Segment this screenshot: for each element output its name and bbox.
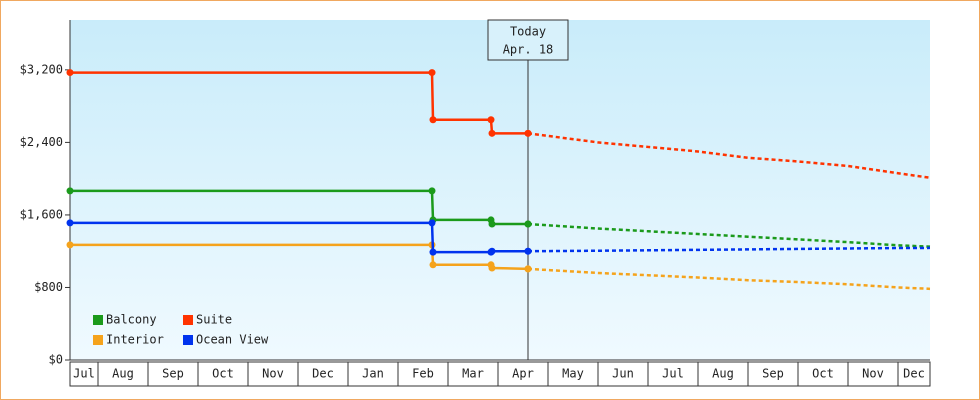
x-tick-label: Jan — [362, 367, 384, 381]
x-tick-label: May — [562, 367, 584, 381]
point — [524, 220, 532, 228]
x-tick-label: Jul — [73, 367, 95, 381]
today-label: Today — [510, 25, 546, 39]
x-tick-label: Mar — [462, 367, 484, 381]
y-tick-label: $3,200 — [20, 62, 63, 76]
month-box — [697, 361, 749, 387]
point — [428, 219, 436, 227]
point — [428, 187, 436, 195]
month-box — [747, 361, 799, 387]
x-tick-label: Oct — [812, 367, 834, 381]
point — [66, 187, 74, 195]
month-box — [297, 361, 349, 387]
point — [524, 129, 532, 137]
month-box — [597, 361, 649, 387]
x-tick-label: Nov — [862, 367, 884, 381]
legend-swatch — [183, 315, 193, 325]
y-tick-label: $0 — [49, 353, 63, 367]
x-tick-label: Dec — [312, 367, 334, 381]
history-line — [70, 243, 529, 271]
y-tick-label: $800 — [34, 280, 63, 294]
forecast-line — [527, 132, 931, 179]
point — [429, 261, 437, 269]
history-line — [70, 71, 528, 135]
x-tick-label: Sep — [762, 367, 784, 381]
today-box — [487, 19, 569, 61]
history-line — [70, 221, 528, 254]
x-tick-label: Jul — [662, 367, 684, 381]
y-tick-label: $1,600 — [20, 207, 63, 221]
point — [487, 116, 495, 124]
month-box — [69, 361, 99, 387]
legend-swatch — [183, 335, 193, 345]
point — [66, 69, 74, 77]
point — [428, 69, 436, 77]
x-tick-label: Aug — [112, 367, 134, 381]
x-tick-label: Jun — [612, 367, 634, 381]
point — [66, 241, 74, 249]
month-box — [897, 361, 931, 387]
x-tick-label: Nov — [262, 367, 284, 381]
forecast-line — [527, 222, 931, 248]
month-box — [847, 361, 899, 387]
x-tick-label: Oct — [212, 367, 234, 381]
point — [488, 247, 496, 255]
point — [66, 219, 74, 227]
point — [488, 264, 496, 272]
point — [524, 247, 532, 255]
legend-label: Suite — [196, 313, 232, 327]
month-box — [647, 361, 699, 387]
x-tick-label: Dec — [903, 367, 925, 381]
month-box — [247, 361, 299, 387]
forecast-line — [527, 267, 931, 291]
x-tick-label: Apr — [512, 367, 534, 381]
x-tick-label: Sep — [162, 367, 184, 381]
x-tick-label: Feb — [412, 367, 434, 381]
month-box — [97, 361, 149, 387]
x-tick-label: Aug — [712, 367, 734, 381]
legend-swatch — [93, 315, 103, 325]
month-box — [497, 361, 549, 387]
month-box — [197, 361, 249, 387]
legend-label: Ocean View — [196, 333, 269, 347]
point — [524, 265, 532, 273]
point — [429, 116, 437, 124]
month-box — [147, 361, 199, 387]
month-box — [347, 361, 399, 387]
today-label: Apr. 18 — [503, 43, 554, 57]
month-box — [397, 361, 449, 387]
legend-label: Interior — [106, 333, 164, 347]
point — [488, 129, 496, 137]
month-box — [447, 361, 499, 387]
month-box — [797, 361, 849, 387]
point — [488, 220, 496, 228]
legend-swatch — [93, 335, 103, 345]
forecast-line — [527, 246, 931, 253]
history-line — [70, 189, 528, 226]
legend-label: Balcony — [106, 313, 157, 327]
y-tick-label: $2,400 — [20, 135, 63, 149]
point — [429, 248, 437, 256]
